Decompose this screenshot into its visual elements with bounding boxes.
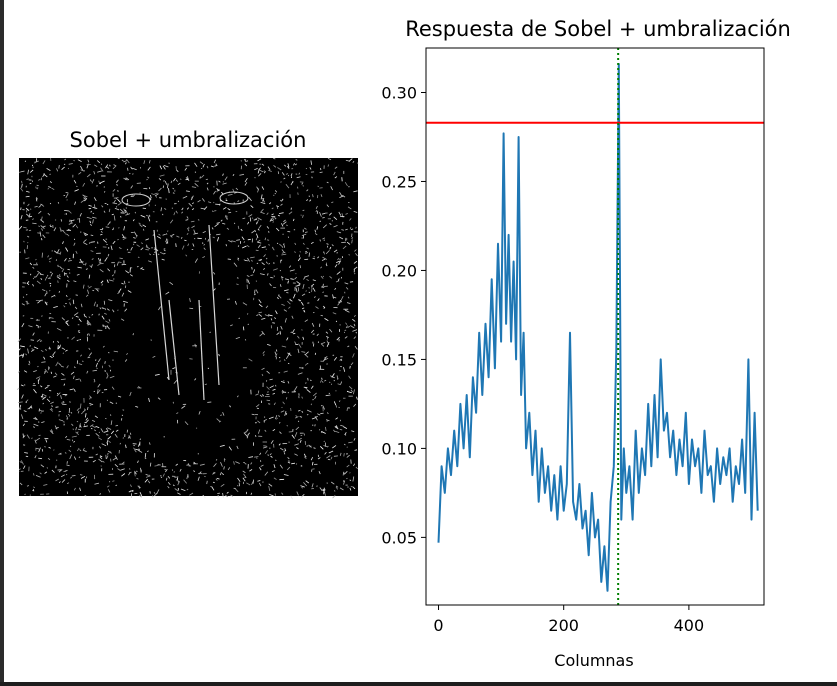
x-tick-label: 200 <box>548 616 579 635</box>
plot-area: 0.05 0.10 0.15 0.20 0.25 0.30 0 200 400 <box>381 48 764 635</box>
y-tick-label: 0.15 <box>381 350 417 369</box>
y-tick-label: 0.10 <box>381 439 417 458</box>
y-tick-label: 0.05 <box>381 528 417 547</box>
series-line-0 <box>439 64 758 591</box>
axes-frame <box>426 48 764 605</box>
x-tick-label: 0 <box>433 616 443 635</box>
y-tick-label: 0.30 <box>381 83 417 102</box>
left-panel-title: Sobel + umbralización <box>70 128 307 152</box>
y-tick-label: 0.25 <box>381 172 417 191</box>
chart-title: Respuesta de Sobel + umbralización <box>405 17 791 41</box>
x-axis-label: Columnas <box>554 651 633 670</box>
figure-svg: Sobel + umbralización Respuesta de Sobel… <box>4 0 837 682</box>
x-tick-label: 400 <box>674 616 705 635</box>
y-tick-label: 0.20 <box>381 261 417 280</box>
edge-map-image <box>17 158 359 499</box>
figure-canvas: Sobel + umbralización Respuesta de Sobel… <box>4 0 837 682</box>
